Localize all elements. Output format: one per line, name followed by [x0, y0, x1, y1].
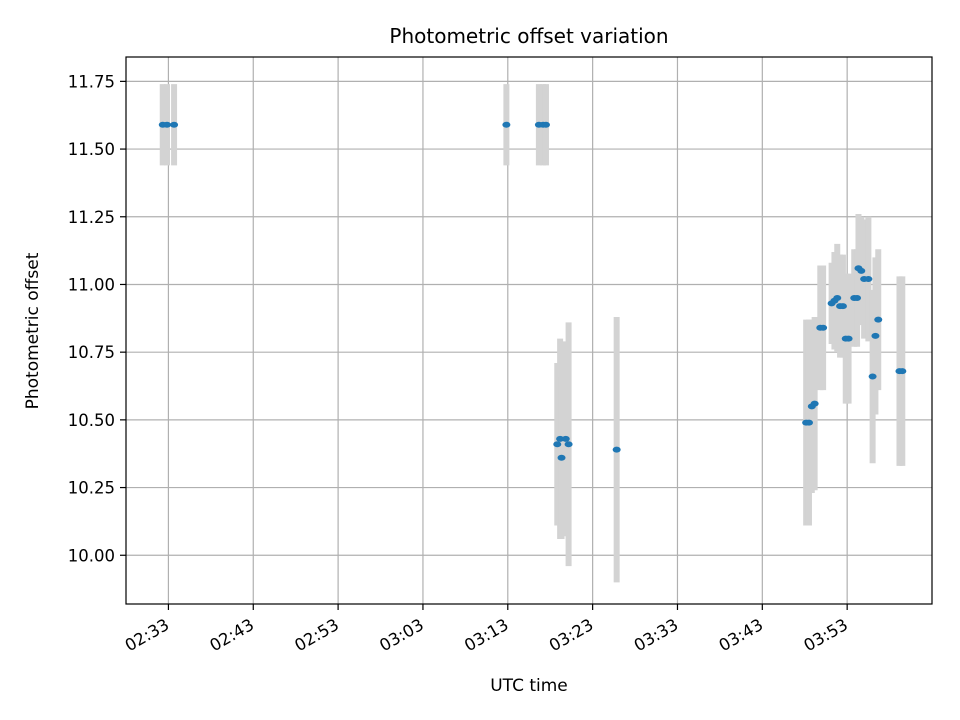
data-point [857, 267, 866, 274]
data-point [853, 295, 862, 302]
data-point [844, 335, 853, 342]
y-tick-label: 11.50 [68, 140, 115, 159]
y-tick-label: 10.00 [68, 546, 115, 565]
chart-title: Photometric offset variation [389, 24, 668, 48]
data-point [874, 316, 883, 323]
y-tick-label: 10.75 [68, 343, 115, 362]
data-point [871, 332, 880, 339]
y-tick-label: 11.25 [68, 208, 115, 227]
data-point [557, 454, 566, 461]
data-point [810, 400, 819, 407]
data-points [158, 121, 907, 461]
data-point [864, 276, 873, 283]
plot-frame [125, 56, 933, 605]
data-point [612, 446, 621, 453]
y-tick-label: 11.75 [68, 72, 115, 91]
data-point [561, 435, 570, 442]
data-point [898, 368, 907, 375]
data-point [564, 441, 573, 448]
y-tick-label: 10.50 [68, 411, 115, 430]
data-point [163, 121, 172, 128]
y-axis-ticks: 10.00 10.25 10.50 10.75 11.00 11.25 11.50 11.75 [68, 72, 126, 565]
data-point [556, 435, 565, 442]
data-point [819, 324, 828, 331]
data-point [833, 295, 842, 302]
data-point [804, 419, 813, 426]
data-point [541, 121, 550, 128]
data-point [170, 121, 179, 128]
grid [126, 57, 932, 604]
data-point [502, 121, 511, 128]
y-axis-title: Photometric offset [23, 252, 43, 409]
data-point [868, 373, 877, 380]
data-point [838, 303, 847, 310]
y-tick-label: 11.00 [68, 275, 115, 294]
data-point [553, 441, 562, 448]
x-axis-title: UTC time [490, 676, 568, 696]
y-tick-label: 10.25 [68, 479, 115, 498]
